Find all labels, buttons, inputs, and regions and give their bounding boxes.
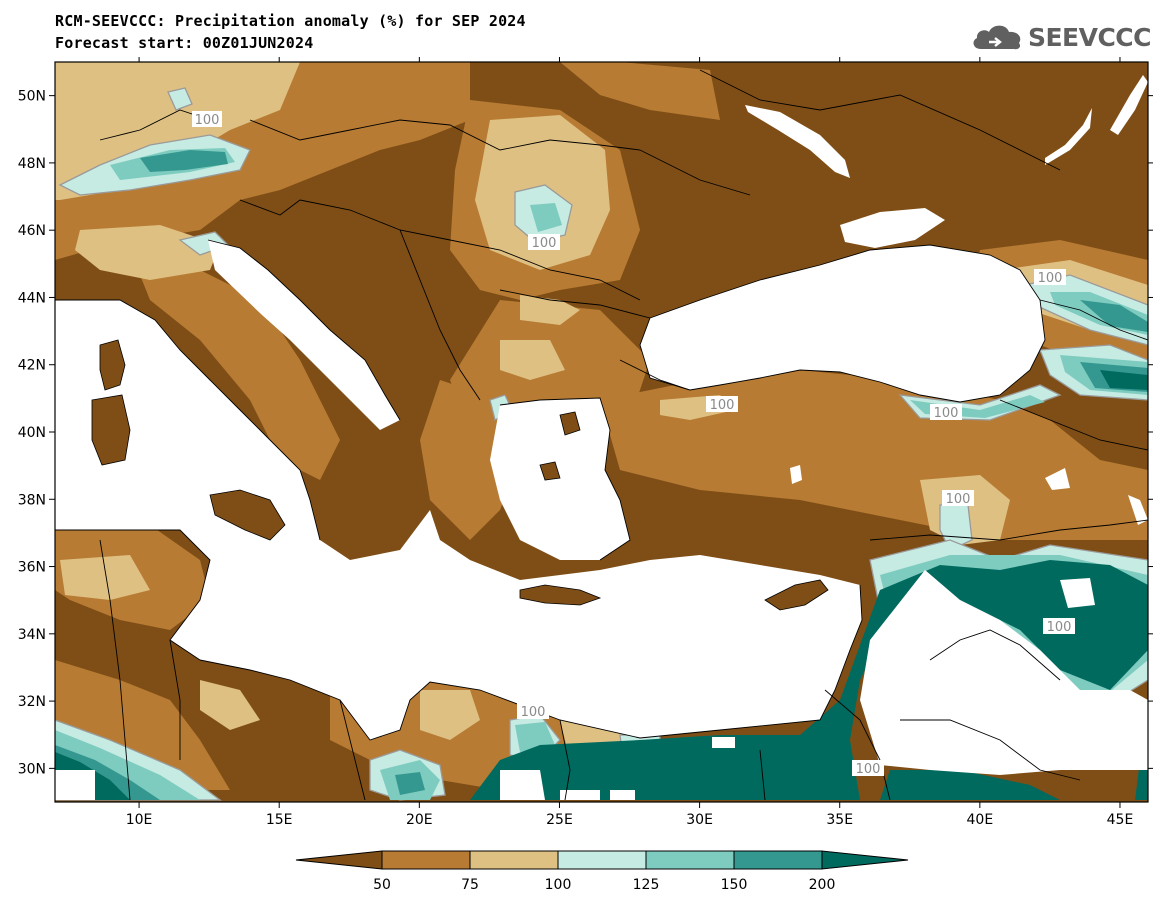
seevccc-logo: SEEVCCC [969,20,1152,54]
colorbar-label: 100 [545,877,572,893]
x-tick-label: 40E [967,812,994,828]
y-tick-label: 38N [18,492,46,508]
y-tick-label: 42N [18,358,46,374]
colorbar-label: 75 [461,877,479,893]
y-tick-label: 40N [18,425,46,441]
forecast-start-label: Forecast start: 00Z01JUN2024 [55,34,314,52]
y-tick-label: 30N [18,761,46,777]
colorbar-label: 50 [373,877,391,893]
colorbar: 50 75 100 125 150 200 [295,850,909,893]
contour-label: 100 [195,113,220,128]
contour-label: 100 [710,398,735,413]
x-axis: 10E 15E 20E 25E 30E 35E 40E 45E [126,57,1134,828]
y-tick-label: 50N [18,89,46,105]
field-150-200 [55,150,1148,800]
colorbar-label: 125 [633,877,660,893]
x-tick-label: 35E [826,812,853,828]
y-tick-label: 46N [18,223,46,239]
x-tick-label: 30E [686,812,713,828]
map-title: RCM-SEEVCCC: Precipitation anomaly (%) f… [55,12,526,30]
contour-label: 100 [521,705,546,720]
y-tick-label: 48N [18,156,46,172]
x-tick-label: 10E [126,812,153,828]
y-tick-label: 34N [18,627,46,643]
y-tick-label: 44N [18,290,46,306]
logo-text: SEEVCCC [1027,22,1152,52]
x-tick-label: 15E [266,812,293,828]
sea-mask [55,75,1148,800]
colorbar-label: 200 [809,877,836,893]
map-field: 100 100 100 100 100 100 100 100 100 [55,62,1148,802]
contour-label: 100 [532,236,557,251]
x-tick-label: 25E [546,812,573,828]
y-tick-label: 32N [18,694,46,710]
colorbar-swatch [381,850,471,870]
colorbar-arrow-low [295,850,383,870]
contour-labels: 100 100 100 100 100 100 100 100 100 [192,111,1075,777]
colorbar-swatch [733,850,823,870]
colorbar-label: 150 [721,877,748,893]
cloud-icon [973,25,1021,50]
islands [91,339,829,611]
contour-label: 100 [1047,620,1072,635]
colorbar-swatch [645,850,735,870]
contour-label: 100 [946,492,971,507]
x-tick-label: 20E [406,812,433,828]
y-tick-label: 36N [18,560,46,576]
contour-label: 100 [1038,271,1063,286]
contour-label: 100 [934,406,959,421]
borders [55,69,1148,801]
y-axis: 50N 48N 46N 44N 42N 40N 38N 36N 34N 32N 30N [18,89,1153,777]
contour-label: 100 [856,762,881,777]
colorbar-arrow-high [821,850,909,870]
colorbar-swatch [557,850,647,870]
x-tick-label: 45E [1107,812,1134,828]
colorbar-swatch [469,850,559,870]
